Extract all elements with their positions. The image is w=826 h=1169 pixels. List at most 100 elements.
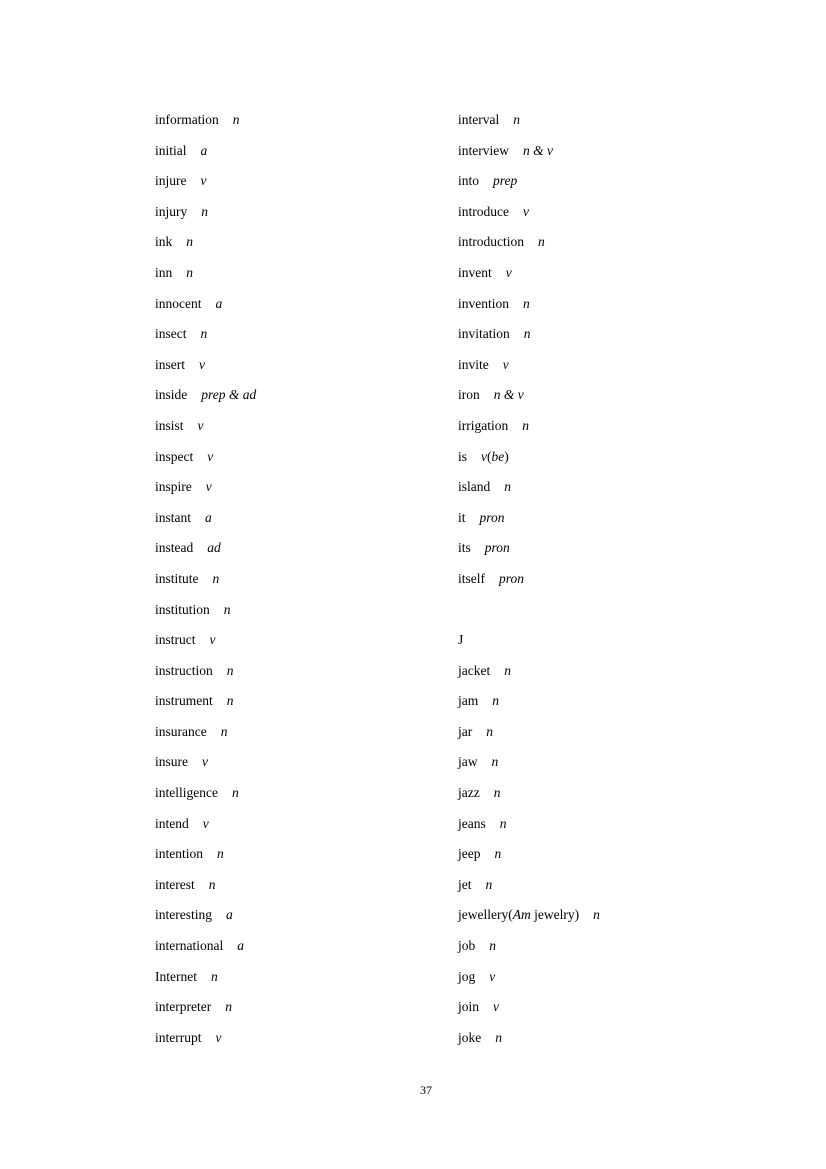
headword: instruction [155,663,213,678]
headword-segment: jewelry) [530,907,580,923]
part-of-speech-segment: n [499,815,507,831]
headword-segment: interpreter [155,999,212,1015]
headword: jewellery(Am jewelry) [458,907,579,922]
part-of-speech-segment: prep [493,173,518,189]
part-of-speech-segment: n [491,754,499,770]
part-of-speech-segment: n [231,785,239,801]
part-of-speech-segment: n [485,876,493,892]
part-of-speech: n [486,724,493,739]
word-entry: insert v [155,356,256,387]
headword-segment: inspire [155,479,192,495]
word-entry: ink n [155,233,256,264]
part-of-speech: v [503,357,509,372]
headword: invitation [458,326,510,341]
part-of-speech-segment: ( [487,448,492,464]
word-entry: Internet n [155,968,256,999]
part-of-speech: n [522,418,529,433]
word-entry: is v(be) [458,448,600,479]
part-of-speech: v [201,173,207,188]
part-of-speech: pron [480,510,505,525]
part-of-speech: n [201,326,208,341]
headword-segment: insurance [155,723,207,739]
headword-segment: its [458,540,471,556]
part-of-speech: ad [207,540,221,555]
part-of-speech: v [203,816,209,831]
headword: information [155,112,219,127]
headword: intelligence [155,785,218,800]
word-entry: international a [155,937,256,968]
headword: institute [155,571,199,586]
word-entry: jam n [458,692,600,723]
headword-segment: Internet [155,968,197,984]
headword: interest [155,877,195,892]
part-of-speech-segment: n [522,417,529,433]
headword: inspire [155,479,192,494]
headword-segment: jog [458,968,476,984]
headword-segment: intelligence [155,785,218,801]
part-of-speech-segment: v [200,173,207,189]
headword-segment: job [458,938,476,954]
headword-segment: inspect [155,448,194,464]
word-entry: interval n [458,111,600,142]
headword-segment: jeans [458,815,486,831]
headword-segment: insect [155,326,187,342]
headword: inn [155,265,172,280]
headword-segment: international [155,938,224,954]
part-of-speech: n [489,938,496,953]
part-of-speech-segment: n [212,570,220,586]
headword: jacket [458,663,490,678]
word-entry: interrupt v [155,1029,256,1060]
headword: instead [155,540,193,555]
headword-segment: jam [458,693,479,709]
part-of-speech-segment: n [186,234,194,250]
headword-segment: jewellery( [458,907,513,923]
headword: introduce [458,204,509,219]
part-of-speech-segment: v [215,1029,222,1045]
word-entry: instant a [155,509,256,540]
part-of-speech: pron [499,571,524,586]
part-of-speech: n [495,1030,502,1045]
word-entry: information n [155,111,256,142]
headword: jog [458,969,475,984]
headword: instrument [155,693,213,708]
headword: jeans [458,816,486,831]
part-of-speech-segment: n [208,876,216,892]
headword: invention [458,296,509,311]
word-entry: invent v [458,264,600,295]
headword: jam [458,693,478,708]
page-number: 37 [420,1083,432,1097]
part-of-speech: n & v [494,387,524,402]
headword: job [458,938,475,953]
headword: intend [155,816,189,831]
headword-segment: jacket [458,662,491,678]
headword-segment: jet [458,876,472,892]
headword: initial [155,143,187,158]
headword-segment: is [458,448,468,464]
word-entry: instruction n [155,662,256,693]
headword: invite [458,357,489,372]
word-entry: inspire v [155,478,256,509]
headword-segment: information [155,112,219,127]
part-of-speech: n [225,999,232,1014]
headword-segment: innocent [155,295,202,311]
part-of-speech-segment: a [226,907,233,923]
headword-segment: ink [155,234,173,250]
headword-segment: irrigation [458,417,509,433]
word-entry: intelligence n [155,784,256,815]
part-of-speech-segment: be [491,448,505,464]
part-of-speech-segment: a [237,938,244,954]
headword-segment: invitation [458,326,510,342]
part-of-speech-segment: n [217,846,224,862]
word-entry: iron n & v [458,386,600,417]
part-of-speech-segment: n [523,295,530,311]
word-entry: intention n [155,845,256,876]
headword-segment: interview [458,142,509,158]
part-of-speech: n [186,234,193,249]
word-entry: jazz n [458,784,600,815]
part-of-speech: v [199,357,205,372]
part-of-speech: a [237,938,244,953]
headword-segment: intention [155,846,203,862]
part-of-speech: a [201,143,208,158]
part-of-speech: v [493,999,499,1014]
headword: jeep [458,846,481,861]
